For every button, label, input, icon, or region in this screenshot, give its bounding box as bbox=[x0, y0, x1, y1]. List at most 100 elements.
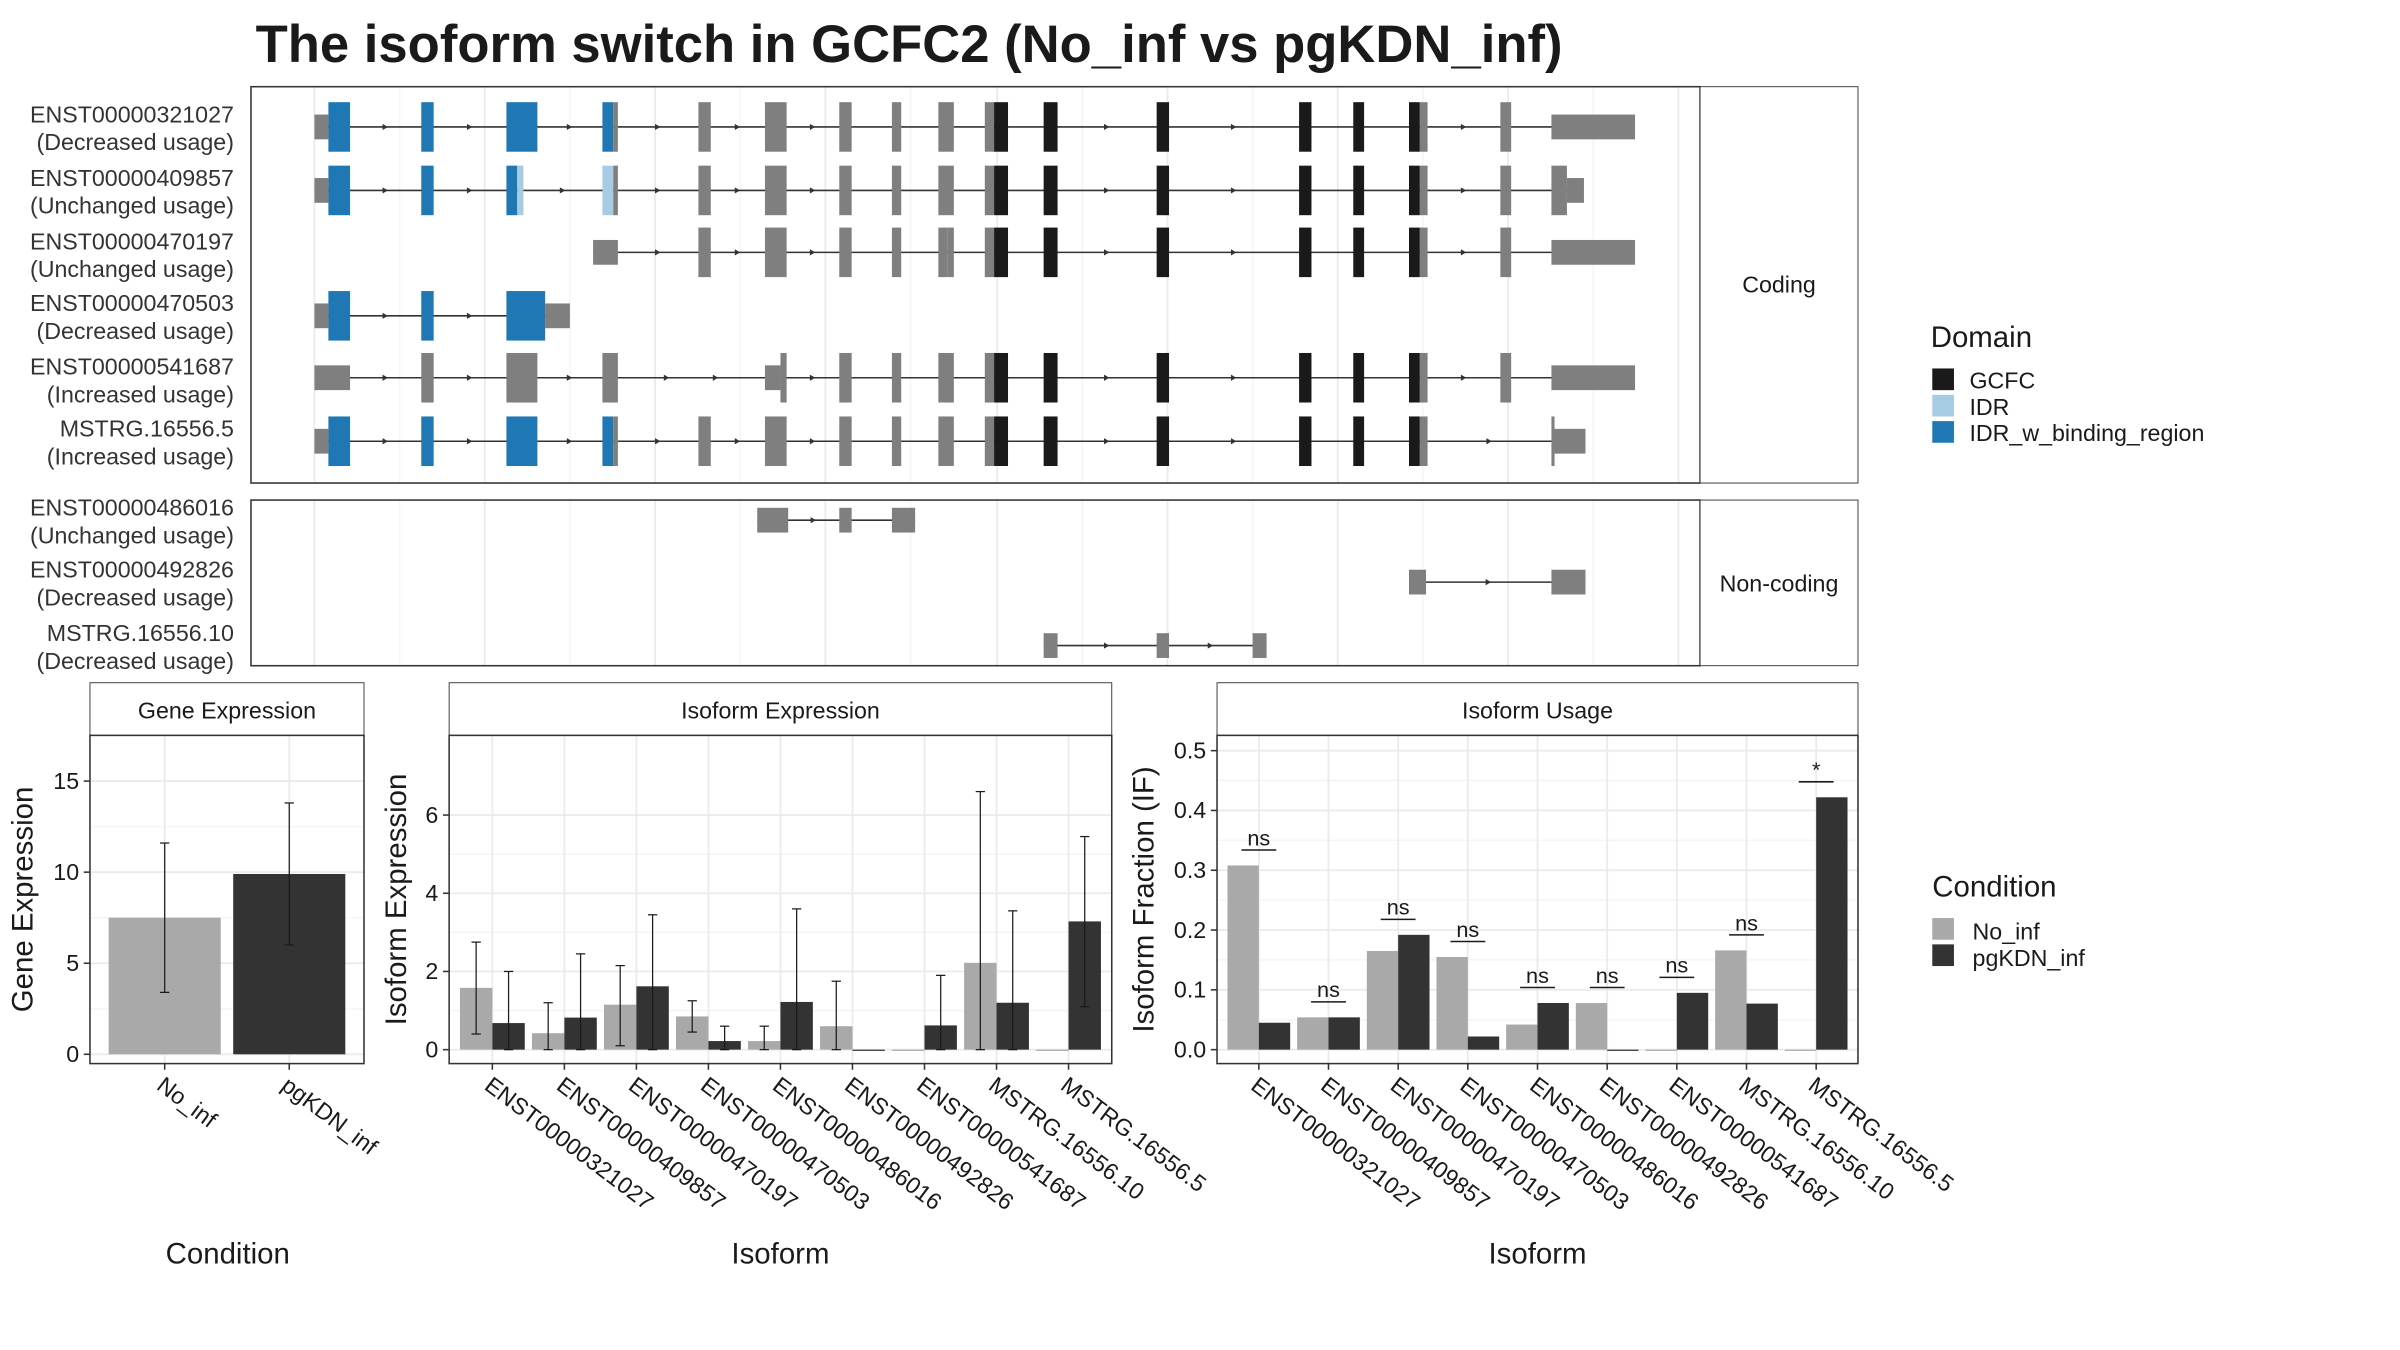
y-tick-label: 0.4 bbox=[1174, 797, 1206, 823]
y-axis-title: Isoform Expression bbox=[380, 774, 413, 1026]
legend-label-pgkdn-inf: pgKDN_inf bbox=[1973, 945, 2086, 971]
utr-exon bbox=[1551, 569, 1586, 595]
utr-exon bbox=[1551, 239, 1636, 265]
coding-exon bbox=[517, 165, 524, 216]
coding-exon bbox=[421, 102, 434, 152]
utr-exon bbox=[314, 365, 351, 391]
coding-exon bbox=[891, 352, 902, 403]
structure-noncoding-panel: Non-coding bbox=[250, 499, 1859, 667]
significance-marker: ns bbox=[1659, 953, 1695, 979]
condition-legend-title: Condition bbox=[1932, 870, 2056, 903]
isoform-usage-4: (Decreased usage) bbox=[36, 318, 233, 344]
coding-exon bbox=[1156, 227, 1170, 278]
utr-exon bbox=[314, 178, 329, 203]
direction-arrow bbox=[1230, 187, 1237, 194]
error-bar bbox=[792, 908, 802, 1051]
utr-exon bbox=[1554, 428, 1586, 454]
coding-exon bbox=[506, 102, 538, 152]
panel-strip bbox=[448, 682, 1113, 736]
domain-legend-title: Domain bbox=[1931, 321, 2032, 354]
coding-exon bbox=[1551, 165, 1567, 216]
direction-arrow bbox=[559, 187, 566, 194]
utr-exon bbox=[314, 114, 329, 140]
coding-exon bbox=[421, 165, 434, 216]
direction-arrow bbox=[655, 187, 661, 194]
legend-label-no-inf: No_inf bbox=[1973, 919, 2041, 945]
coding-exon bbox=[947, 227, 954, 278]
isoform-label-5: ENST00000541687 bbox=[30, 354, 234, 380]
bar-no-inf-enst00000541687 bbox=[1645, 1049, 1677, 1051]
coding-exon bbox=[1299, 227, 1312, 278]
structure-coding-panel: Coding bbox=[250, 85, 1859, 484]
condition-legend: Condition No_inf pgKDN_inf bbox=[1932, 870, 2085, 971]
legend-swatch-gcfc bbox=[1932, 368, 1954, 391]
coding-exon bbox=[1156, 165, 1170, 216]
coding-exon bbox=[984, 165, 995, 216]
coding-exon bbox=[602, 102, 614, 152]
isoform-usage-9: (Decreased usage) bbox=[36, 648, 233, 674]
utr-exon bbox=[314, 428, 329, 454]
isoform-usage-1: (Decreased usage) bbox=[36, 129, 233, 155]
error-bar bbox=[936, 974, 946, 1051]
coding-exon bbox=[891, 416, 902, 466]
isoform-usage-8: (Decreased usage) bbox=[36, 584, 233, 610]
bar-no-inf-enst00000470503 bbox=[1436, 956, 1468, 1050]
coding-exon bbox=[506, 352, 538, 403]
transcript-track bbox=[757, 507, 916, 533]
direction-arrow bbox=[1104, 123, 1110, 131]
coding-exon bbox=[984, 227, 995, 278]
coding-exon bbox=[1353, 227, 1365, 278]
direction-arrow bbox=[1460, 187, 1467, 194]
bar-pgkdn-inf-mstrg-16556-5 bbox=[1816, 797, 1848, 1050]
coding-exon bbox=[1299, 165, 1312, 216]
coding-exon bbox=[938, 416, 954, 466]
error-bar bbox=[160, 842, 170, 993]
isoform-usage-6: (Increased usage) bbox=[47, 443, 234, 469]
legend-label-idr: IDR bbox=[1969, 394, 2009, 420]
isoform-label-7: ENST00000486016 bbox=[30, 495, 234, 521]
coding-exon bbox=[602, 416, 614, 466]
significance-marker: ns bbox=[1450, 917, 1486, 943]
direction-arrow bbox=[566, 438, 573, 445]
coding-exon bbox=[938, 102, 954, 152]
coding-exon bbox=[938, 165, 954, 216]
direction-arrow bbox=[1230, 123, 1237, 131]
y-tick-label: 2 bbox=[425, 958, 438, 984]
panel-title: Isoform Usage bbox=[1462, 697, 1613, 723]
direction-arrow bbox=[810, 517, 817, 524]
direction-arrow bbox=[382, 374, 388, 381]
significance-marker: * bbox=[1798, 757, 1834, 783]
coding-exon bbox=[891, 227, 902, 278]
x-axis-title: Isoform bbox=[731, 1237, 829, 1270]
coding-exon bbox=[891, 102, 902, 152]
x-axis-title: Isoform bbox=[1488, 1237, 1586, 1270]
bar-pgkdn-inf-enst00000541687 bbox=[1676, 992, 1709, 1050]
coding-exon bbox=[1500, 227, 1512, 278]
bar-no-inf-enst00000470197 bbox=[1366, 950, 1399, 1050]
bar-pgkdn-inf-enst00000492826 bbox=[852, 1049, 885, 1051]
panel-strip bbox=[89, 682, 365, 736]
coding-exon bbox=[764, 165, 787, 216]
isoform-expression-chart: Isoform Expression0246ENST00000321027ENS… bbox=[380, 682, 1211, 1270]
y-axis-title: Gene Expression bbox=[7, 787, 40, 1013]
y-tick-label: 6 bbox=[425, 802, 438, 828]
direction-arrow bbox=[1486, 438, 1492, 445]
coding-exon bbox=[1043, 165, 1058, 216]
coding-strip bbox=[1699, 86, 1859, 484]
coding-exon bbox=[839, 352, 852, 403]
direction-arrow bbox=[1104, 438, 1110, 445]
bar-pgkdn-inf-mstrg-16556-10 bbox=[1746, 1003, 1778, 1050]
utr-exon bbox=[839, 507, 852, 533]
error-bar bbox=[543, 1002, 553, 1051]
error-bar bbox=[759, 1025, 769, 1051]
transcript-track bbox=[314, 352, 1636, 403]
bar-no-inf-enst00000486016 bbox=[1506, 1024, 1538, 1050]
bar-no-inf-mstrg-16556-5 bbox=[1036, 1049, 1069, 1051]
coding-exon bbox=[994, 165, 1009, 216]
direction-arrow bbox=[466, 438, 473, 445]
utr-exon bbox=[1252, 633, 1267, 658]
significance-marker: ns bbox=[1729, 910, 1764, 936]
error-bar bbox=[1008, 910, 1018, 1051]
transcript-track bbox=[314, 165, 1584, 216]
coding-exon bbox=[506, 416, 538, 466]
